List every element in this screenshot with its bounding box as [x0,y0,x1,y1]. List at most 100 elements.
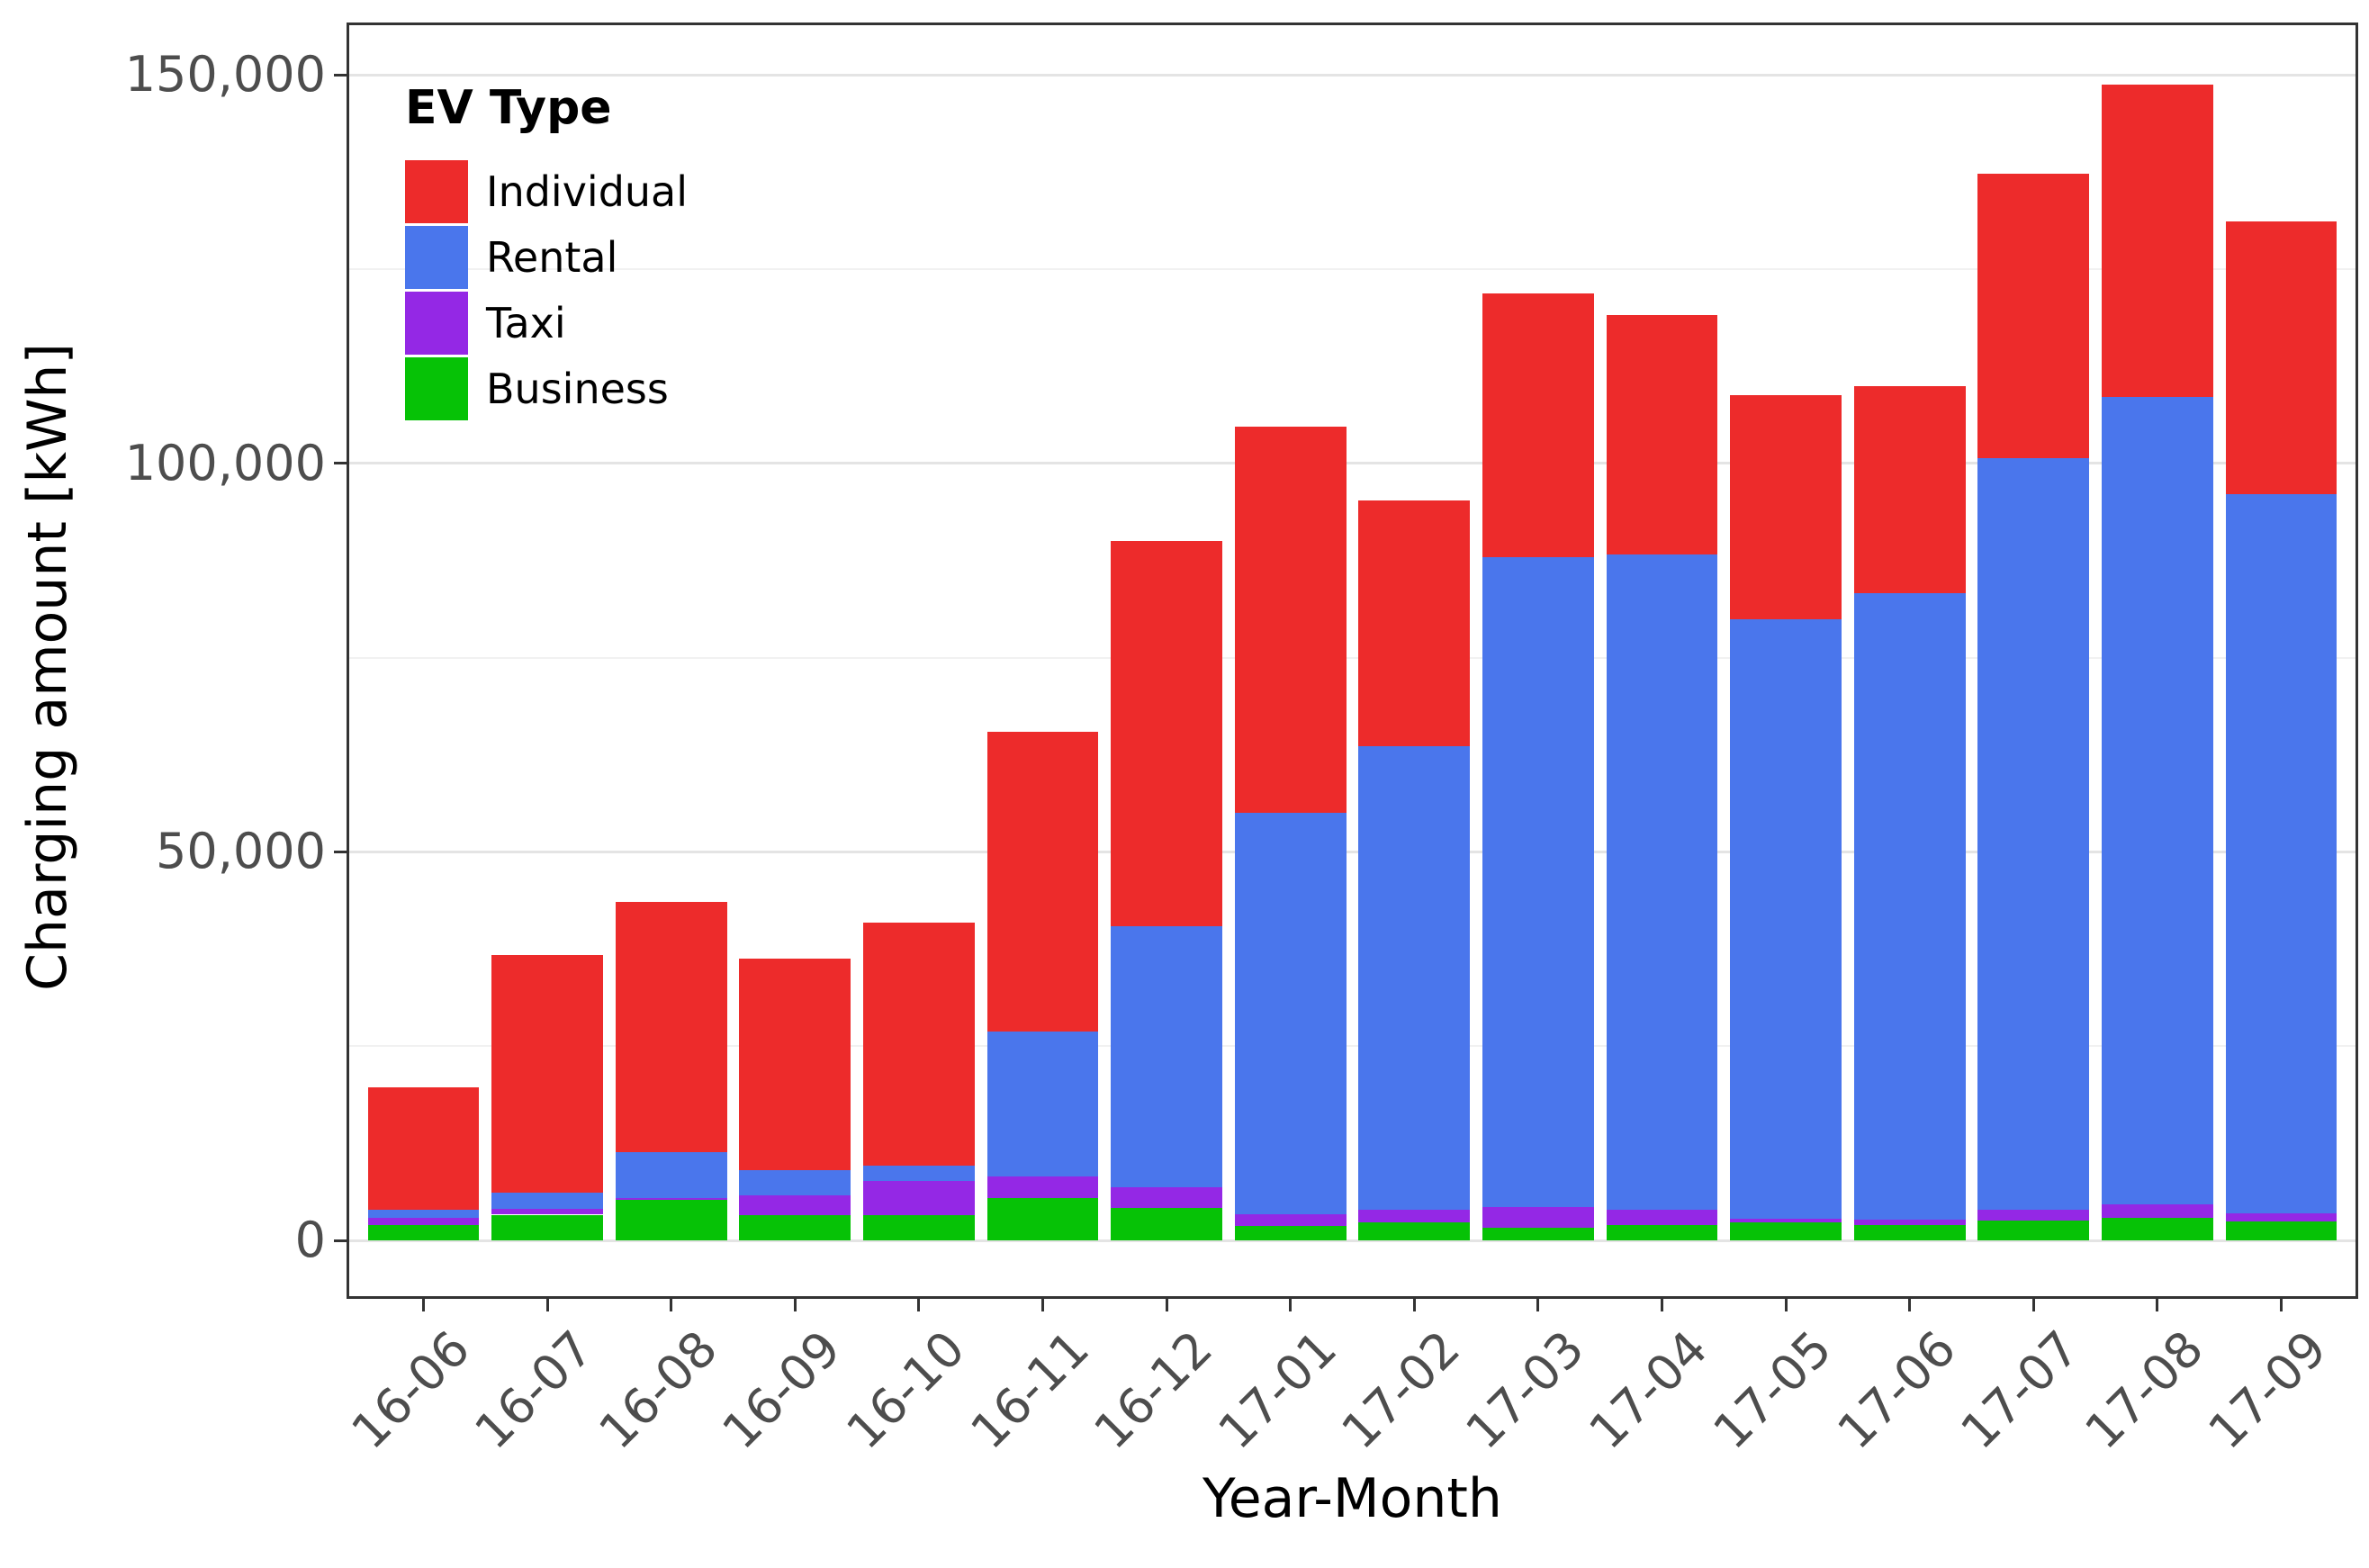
bar-segment-taxi-17-04 [1606,1210,1718,1225]
legend-swatch-rental [405,225,468,289]
x-axis-tick [1289,1299,1293,1311]
y-tick-label: 50,000 [156,823,326,880]
bar-segment-business-17-04 [1606,1224,1718,1240]
bar-segment-taxi-17-08 [2101,1204,2213,1218]
x-axis-tick [2156,1299,2159,1311]
gridline-major [349,850,2355,853]
bar-segment-taxi-17-01 [1234,1213,1347,1227]
x-axis-tick [1784,1299,1788,1311]
bar-segment-rental-17-03 [1482,557,1594,1207]
bar-segment-taxi-16-08 [615,1197,727,1201]
bar-segment-rental-17-04 [1606,554,1718,1211]
bar-segment-business-16-07 [491,1214,604,1240]
x-tick-label: 17-02 [1330,1320,1472,1460]
legend-item-rental: Rental [405,224,688,290]
x-tick-label: 17-09 [2197,1320,2338,1460]
bar-segment-business-16-08 [615,1200,727,1240]
bar-segment-rental-17-08 [2101,397,2213,1205]
bar-segment-individual-17-03 [1482,293,1594,558]
legend-item-individual: Individual [405,158,688,224]
y-axis-tick [334,1239,347,1242]
gridline-minor [349,656,2355,659]
bar-segment-individual-16-08 [615,901,727,1153]
bar-segment-business-17-05 [1730,1222,1842,1240]
legend-label-individual: Individual [486,167,689,216]
x-axis-tick [670,1299,673,1311]
x-axis-tick [1041,1299,1045,1311]
legend-label-rental: Rental [486,232,618,282]
x-axis-tick [1412,1299,1416,1311]
legend-item-taxi: Taxi [405,290,688,356]
x-tick-label: 17-04 [1578,1320,1719,1460]
x-tick-label: 16-10 [835,1320,976,1460]
y-tick-label: 0 [294,1212,326,1268]
x-axis-tick [2031,1299,2035,1311]
bar-segment-individual-16-07 [491,955,604,1194]
y-tick-label: 100,000 [124,434,326,491]
plot-area [349,25,2355,1296]
legend-item-business: Business [405,356,688,421]
bar-segment-rental-17-01 [1234,813,1347,1214]
bar-segment-business-17-02 [1358,1222,1471,1240]
x-tick-label: 16-08 [588,1320,728,1460]
bar-segment-taxi-17-06 [1853,1219,1966,1225]
gridline-major [349,462,2355,465]
bar-segment-individual-17-04 [1606,314,1718,554]
bar-segment-rental-16-07 [491,1193,604,1210]
bar-segment-taxi-17-02 [1358,1210,1471,1223]
gridline-major [349,73,2355,77]
legend-items: Individual Rental Taxi Business [405,158,688,421]
bar-segment-rental-17-06 [1853,592,1966,1220]
x-axis-tick [1536,1299,1540,1311]
x-tick-label: 16-06 [340,1320,481,1460]
bar-segment-rental-17-02 [1358,745,1471,1211]
bar-segment-rental-16-08 [615,1152,727,1198]
bar-segment-individual-16-09 [739,958,851,1171]
bar-segment-business-16-09 [739,1215,851,1240]
gridline-minor [349,1045,2355,1048]
bar-segment-rental-16-09 [739,1170,851,1195]
bar-segment-business-16-12 [1111,1207,1223,1240]
bar-segment-rental-16-10 [863,1166,975,1181]
bar-segment-business-17-01 [1234,1226,1347,1240]
bar-segment-individual-17-05 [1730,394,1842,620]
y-axis-tick [334,73,347,77]
bar-segment-business-17-09 [2225,1221,2337,1240]
y-axis-tick [334,462,347,465]
x-tick-label: 16-07 [464,1320,605,1460]
bar-segment-rental-17-09 [2225,494,2337,1213]
x-tick-label: 16-12 [1083,1320,1224,1460]
bar-segment-taxi-16-06 [367,1217,480,1225]
bar-segment-business-16-06 [367,1224,480,1240]
bar-segment-taxi-17-05 [1730,1218,1842,1223]
bar-segment-individual-17-02 [1358,500,1471,746]
bar-segment-rental-17-07 [1977,457,2090,1211]
x-axis-tick [1660,1299,1663,1311]
bar-segment-taxi-16-12 [1111,1187,1223,1208]
bar-segment-taxi-16-10 [863,1180,975,1215]
gridline-major [349,1239,2355,1242]
x-tick-label: 17-08 [2074,1320,2214,1460]
x-tick-label: 17-05 [1702,1320,1843,1460]
bar-segment-individual-17-01 [1234,427,1347,814]
legend-swatch-individual [405,159,468,223]
bar-segment-business-17-08 [2101,1217,2213,1240]
y-tick-label: 150,000 [124,46,326,103]
legend-label-business: Business [486,364,669,413]
bar-segment-taxi-16-09 [739,1194,851,1216]
x-tick-label: 17-01 [1207,1320,1347,1460]
x-axis-tick [545,1299,549,1311]
x-axis-title: Year-Month [1203,1467,1502,1530]
bar-segment-business-16-10 [863,1214,975,1240]
bar-segment-rental-17-05 [1730,619,1842,1219]
bar-segment-taxi-17-03 [1482,1206,1594,1229]
bar-segment-individual-16-06 [367,1086,480,1211]
legend-title: EV Type [405,81,612,135]
bar-segment-individual-17-08 [2101,85,2213,398]
x-tick-label: 16-09 [711,1320,852,1460]
x-tick-label: 16-11 [959,1320,1100,1460]
bar-segment-individual-17-07 [1977,173,2090,458]
gridline-minor [349,267,2355,270]
y-axis-title: Charging amount [kWh] [16,343,79,991]
